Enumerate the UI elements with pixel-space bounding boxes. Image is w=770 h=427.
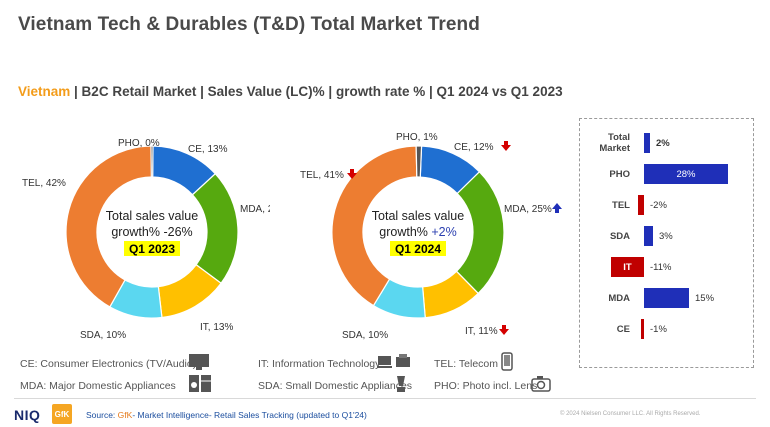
bar-tel <box>638 195 644 215</box>
mixer-icon <box>397 376 405 392</box>
bar-total-market <box>644 133 650 153</box>
niq-logo: NIQ <box>14 407 41 423</box>
bar-category-tel: TEL <box>612 200 630 211</box>
bar-category-it: IT <box>623 262 632 273</box>
trend-down-icon-tel-q1-2024 <box>347 169 357 179</box>
bar-value-sda: 3% <box>659 231 673 242</box>
chart-subtitle: Vietnam | B2C Retail Market | Sales Valu… <box>18 84 563 99</box>
slice-label-ce-q1-2024: CE, 12% <box>454 142 494 153</box>
slice-label-sda-q1-2024: SDA, 10% <box>342 330 388 341</box>
slice-label-tel-q1-2024: TEL, 41% <box>300 170 344 181</box>
slice-label-ce-q1-2023: CE, 13% <box>188 144 228 155</box>
growth-bar-chart: Total Market 2% PHO 28% TEL -2% SDA 3% IT -11% MDA 1… <box>599 132 728 339</box>
bar-category-ce: CE <box>617 324 630 335</box>
subtitle-country: Vietnam <box>18 84 71 99</box>
bar-category-sda: SDA <box>610 231 630 242</box>
bar-ce <box>641 319 644 339</box>
trend-down-icon-it-q1-2024 <box>499 325 509 335</box>
center-growth-q1-2023: growth% -26% <box>111 225 192 239</box>
legend-mda: MDA: Major Domestic Appliances <box>20 380 176 392</box>
washer-fridge-icon <box>189 375 211 392</box>
bar-mda <box>644 288 689 308</box>
footer-divider <box>14 398 756 399</box>
bar-value-pho: 28% <box>676 169 696 180</box>
trend-up-icon-mda-q1-2024 <box>552 203 562 213</box>
trend-down-icon-ce-q1-2024 <box>501 141 511 151</box>
donut-slice-pho-q1-2023 <box>150 145 154 178</box>
bar-it <box>611 257 644 277</box>
bar-value-ce: -1% <box>650 324 667 335</box>
tv-icon <box>189 354 209 370</box>
center-period-q1-2024: Q1 2024 <box>395 242 441 256</box>
bar-value-total-market: 2% <box>656 138 670 149</box>
donut-chart-q1-2023: CE, 13% MDA, 22% IT, 13% SDA, 10% TEL, 42% PH… <box>22 138 270 341</box>
slice-label-tel-q1-2023: TEL, 42% <box>22 178 66 189</box>
bar-value-it: -11% <box>650 262 672 273</box>
center-growth-q1-2024: growth% +2% <box>379 225 456 239</box>
slice-label-it-q1-2023: IT, 13% <box>200 322 233 333</box>
donut-chart-q1-2024: CE, 12% MDA, 25% IT, 11% SDA, 10% TEL, 41% PH… <box>300 132 562 341</box>
source-rest: - Market Intelligence- Retail Sales Trac… <box>132 410 367 420</box>
bar-value-mda: 15% <box>695 293 715 304</box>
source-prefix: Source: <box>86 410 118 420</box>
slice-label-pho-q1-2024: PHO, 1% <box>396 132 438 143</box>
center-text-q1-2024: Total sales value <box>372 209 464 223</box>
slice-label-mda-q1-2024: MDA, 25% <box>504 204 552 215</box>
donut-slice-pho-q1-2024 <box>415 145 423 178</box>
slice-label-it-q1-2024: IT, 11% <box>465 326 498 337</box>
donut-slice-tel-q1-2023 <box>65 145 154 308</box>
period-highlight-q1-2024 <box>390 241 446 256</box>
slice-label-pho-q1-2023: PHO, 0% <box>118 138 160 149</box>
gfk-logo: GfK <box>52 404 72 424</box>
growth-bar-panel: Total Market 2% PHO 28% TEL -2% SDA 3% IT -11% MDA 1… <box>579 118 754 368</box>
slice-label-mda-q1-2023: MDA, 22% <box>240 204 270 215</box>
bar-pho <box>644 164 728 184</box>
center-period-q1-2023: Q1 2023 <box>129 242 175 256</box>
camera-icon <box>531 376 551 392</box>
bar-value-tel: -2% <box>650 200 667 211</box>
source-gfk: GfK <box>117 410 133 420</box>
bar-category-total-market: Total Market <box>599 132 630 154</box>
legend-pho: PHO: Photo incl. Lens <box>434 380 538 392</box>
center-text-q1-2023: Total sales value <box>106 209 198 223</box>
source-note: Source: GfK- Market Intelligence- Retail… <box>86 410 367 420</box>
page-title: Vietnam Tech & Durables (T&D) Total Mark… <box>18 14 480 35</box>
legend-sda: SDA: Small Domestic Appliances <box>258 380 413 392</box>
donut-slice-tel-q1-2024 <box>331 145 418 307</box>
legend-ce: CE: Consumer Electronics (TV/Audio) <box>20 358 197 370</box>
copyright: © 2024 Nielsen Consumer LLC. All Rights … <box>560 411 701 417</box>
legend-tel: TEL: Telecom <box>434 358 498 370</box>
period-highlight-q1-2023 <box>124 241 180 256</box>
subtitle-rest: | B2C Retail Market | Sales Value (LC)% … <box>70 84 563 99</box>
bar-category-pho: PHO <box>609 169 630 180</box>
slice-label-sda-q1-2023: SDA, 10% <box>80 330 126 341</box>
bar-sda <box>644 226 653 246</box>
laptop-printer-icon <box>377 354 410 368</box>
phone-icon <box>501 352 513 371</box>
legend-it: IT: Information Technology <box>258 358 381 370</box>
donut-slice-mda-q1-2024 <box>455 170 505 295</box>
bar-category-mda: MDA <box>608 293 630 304</box>
